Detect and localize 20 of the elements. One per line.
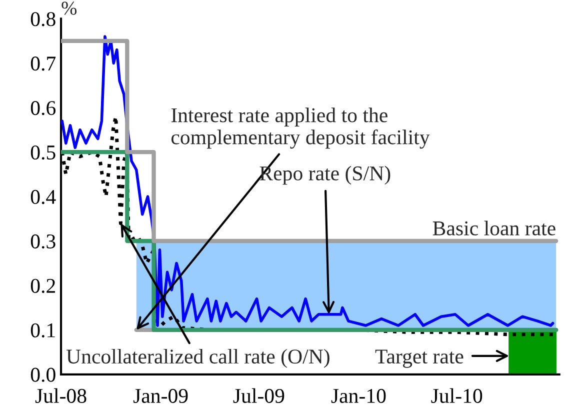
y-tick-label: 0.1 xyxy=(30,323,55,338)
x-tick-label: Jan-09 xyxy=(133,388,188,403)
y-tick-label: 0.8 xyxy=(30,12,56,26)
y-tick-label: 0.5 xyxy=(30,145,56,160)
annotation: Uncollateralized call rate (O/N) xyxy=(66,348,330,368)
y-tick-label: 0.6 xyxy=(30,101,56,116)
annotation: Repo rate (S/N) xyxy=(260,166,390,185)
y-tick-label: 0.7 xyxy=(30,56,56,71)
y-axis-title: % xyxy=(62,2,77,15)
annotation: Basic loan rate xyxy=(432,220,556,236)
x-tick-label: Jul-09 xyxy=(233,388,284,403)
y-tick-label: 0.4 xyxy=(30,190,56,204)
annotation: Interest rate applied to the complementary deposit facility xyxy=(171,108,430,149)
y-tick-label: 0.2 xyxy=(30,278,56,294)
y-tick-label: 0.3 xyxy=(30,234,56,249)
x-tick-label: Jul-08 xyxy=(35,388,86,403)
annotation: Target rate xyxy=(375,350,464,368)
x-tick-label: Jan-10 xyxy=(331,388,386,403)
y-tick-label: 0.0 xyxy=(30,368,56,382)
x-tick-label: Jul-10 xyxy=(431,388,482,403)
